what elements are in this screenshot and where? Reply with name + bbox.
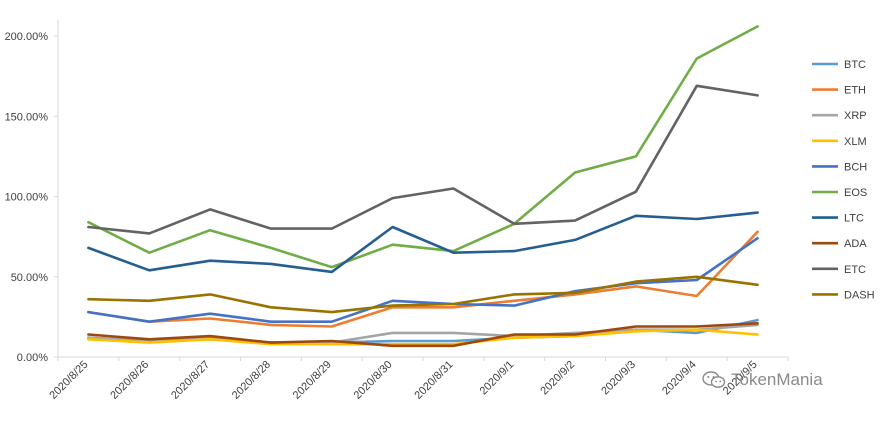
legend-label-xlm: XLM [844,136,867,148]
series-line-xrp [87,323,759,344]
wechat-icon [702,371,726,388]
series-line-eos [87,25,759,269]
legend: BTC ETH XRP XLM BCH EOS LTC ADA ETC DASH [812,59,875,301]
legend-label-xrp: XRP [844,110,867,122]
series-line-dash [87,275,759,314]
legend-label-ada: ADA [844,238,867,250]
x-tick-label: 2020/9/4 [660,359,699,398]
series-line-eth [87,230,759,328]
series-lines [87,25,759,348]
x-tick-label: 2020/8/28 [230,359,273,402]
y-tick-label: 50.00% [11,272,49,284]
series-line-ada [87,321,759,348]
series-line-etc [87,84,759,235]
y-tick-label: 200.00% [5,31,49,43]
x-tick-label: 2020/8/29 [291,359,334,402]
legend-label-eth: ETH [844,85,866,97]
watermark: TokenMania [702,370,823,390]
legend-label-ltc: LTC [844,213,864,225]
watermark-text: TokenMania [731,370,823,389]
x-tick-label: 2020/8/31 [412,359,455,402]
x-tick-label: 2020/8/27 [169,359,212,402]
series-line-xlm [87,328,759,346]
x-tick-label: 2020/9/3 [599,359,638,398]
legend-label-btc: BTC [844,59,866,71]
y-tick-label: 100.00% [5,192,49,204]
x-tick-label: 2020/8/30 [352,359,395,402]
x-tick-label: 2020/8/26 [108,359,151,402]
legend-label-etc: ETC [844,264,866,276]
series-line-ltc [87,211,759,274]
x-tick-label: 2020/9/2 [538,359,577,398]
y-tick-label: 150.00% [5,111,49,123]
legend-label-eos: EOS [844,187,867,199]
x-tick-label: 2020/8/25 [47,359,90,402]
x-tick-label: 2020/9/1 [478,359,517,398]
legend-label-dash: DASH [844,289,875,301]
series-line-bch [87,236,759,324]
y-tick-label: 0.00% [17,352,48,364]
legend-label-bch: BCH [844,161,867,173]
